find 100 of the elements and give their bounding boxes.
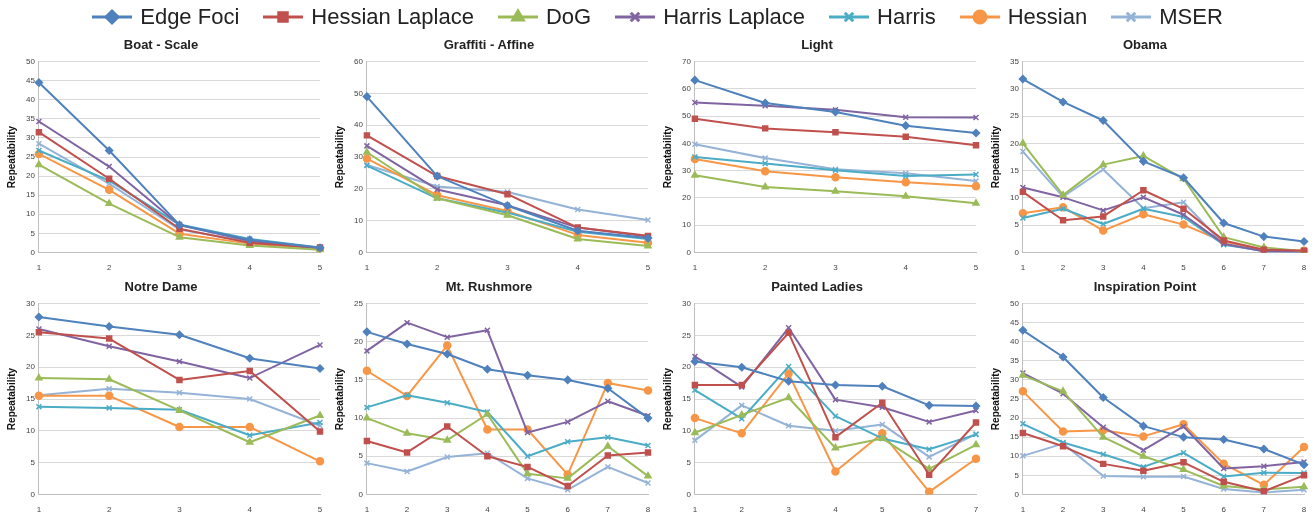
x-tick-label: 1 — [692, 263, 698, 273]
y-tick-label: 10 — [1009, 451, 1020, 461]
x-tick-label: 5 — [880, 505, 886, 515]
x-tick-label: 3 — [505, 263, 511, 273]
chart-title: Painted Ladies — [771, 279, 863, 295]
x-tick-label: 3 — [833, 263, 839, 273]
x-tick-label: 8 — [1301, 263, 1307, 273]
y-tick-label: 30 — [25, 298, 36, 308]
x-tick-label: 3 — [1100, 263, 1106, 273]
x-tick-label: 7 — [1261, 263, 1267, 273]
x-tick-label: 1 — [36, 505, 42, 515]
y-tick-label: 15 — [353, 375, 364, 385]
x-tick-label: 3 — [1100, 505, 1106, 515]
x-tick-label: 5 — [1181, 263, 1187, 273]
y-tick-label: 0 — [686, 489, 692, 499]
y-tick-label: 15 — [25, 190, 36, 200]
y-axis-title: Repeatability — [5, 125, 17, 189]
x-tick-label: 7 — [1261, 505, 1267, 515]
y-tick-label: 5 — [30, 228, 36, 238]
chart-title: Light — [801, 37, 834, 53]
y-tick-label: 50 — [1009, 298, 1020, 308]
legend-label: MSER — [1159, 4, 1223, 30]
x-tick-label: 3 — [177, 263, 183, 273]
y-tick-label: 70 — [681, 56, 692, 66]
y-tick-label: 30 — [1009, 84, 1020, 94]
x-tick-label: 1 — [1020, 263, 1026, 273]
y-axis-title: Repeatability — [661, 367, 673, 431]
y-tick-label: 30 — [1009, 375, 1020, 385]
x-tick-label: 1 — [1020, 505, 1026, 515]
y-tick-label: 5 — [358, 451, 364, 461]
y-tick-label: 20 — [681, 193, 692, 203]
y-tick-label: 20 — [681, 362, 692, 372]
y-tick-label: 20 — [353, 184, 364, 193]
x-tick-label: 6 — [1221, 263, 1227, 273]
y-tick-label: 10 — [681, 220, 692, 230]
x-tick-label: 5 — [317, 263, 323, 273]
y-tick-label: 30 — [25, 133, 36, 143]
y-tick-label: 10 — [25, 209, 36, 219]
x-tick-label: 5 — [1181, 505, 1187, 515]
y-tick-label: 25 — [1009, 111, 1020, 121]
x-tick-label: 4 — [485, 505, 491, 515]
y-tick-label: 20 — [1009, 138, 1020, 148]
y-tick-label: 35 — [1009, 56, 1020, 66]
x-tick-label: 7 — [605, 505, 611, 515]
x-tick-label: 2 — [1060, 505, 1066, 515]
x-tick-label: 2 — [1060, 263, 1066, 273]
chart-title: Boat - Scale — [123, 37, 199, 53]
x-tick-label: 3 — [177, 505, 183, 515]
y-tick-label: 0 — [358, 489, 364, 499]
x-tick-label: 8 — [645, 505, 651, 515]
y-tick-label: 5 — [686, 457, 692, 467]
y-tick-label: 45 — [1009, 317, 1020, 327]
x-tick-label: 2 — [106, 263, 112, 273]
x-tick-label: 3 — [444, 505, 450, 515]
x-tick-label: 4 — [1141, 263, 1147, 273]
x-tick-label: 2 — [762, 263, 768, 273]
x-tick-label: 1 — [364, 263, 370, 273]
y-tick-label: 35 — [1009, 356, 1020, 366]
y-tick-label: 35 — [25, 114, 36, 124]
y-tick-label: 15 — [681, 394, 692, 404]
x-tick-label: 1 — [36, 263, 42, 273]
chart-title: Inspiration Point — [1093, 279, 1197, 295]
x-tick-label: 7 — [973, 505, 979, 515]
y-tick-label: 25 — [681, 330, 692, 340]
y-tick-label: 40 — [681, 138, 692, 148]
y-tick-label: 40 — [1009, 336, 1020, 346]
y-tick-label: 20 — [353, 336, 364, 346]
y-tick-label: 5 — [1014, 220, 1020, 230]
y-tick-label: 30 — [353, 152, 364, 162]
y-tick-label: 40 — [353, 120, 364, 130]
y-tick-label: 10 — [353, 413, 364, 423]
x-tick-label: 6 — [1221, 505, 1227, 515]
y-tick-label: 0 — [1014, 489, 1020, 499]
y-tick-label: 0 — [30, 247, 36, 257]
x-tick-label: 4 — [247, 263, 253, 273]
y-tick-label: 15 — [1009, 432, 1020, 442]
y-tick-label: 15 — [1009, 165, 1020, 175]
y-tick-label: 10 — [353, 215, 364, 225]
y-tick-label: 5 — [1014, 470, 1020, 480]
y-tick-label: 45 — [25, 75, 36, 85]
legend-label: Harris — [877, 4, 936, 30]
y-tick-label: 60 — [681, 84, 692, 94]
y-tick-label: 50 — [681, 111, 692, 121]
x-tick-label: 4 — [1141, 505, 1147, 515]
y-axis-title: Repeatability — [989, 367, 1001, 431]
y-tick-label: 40 — [25, 94, 36, 104]
x-tick-label: 4 — [833, 505, 839, 515]
x-tick-label: 4 — [247, 505, 253, 515]
y-axis-title: Repeatability — [661, 125, 673, 189]
x-tick-label: 6 — [565, 505, 571, 515]
y-tick-label: 30 — [681, 165, 692, 175]
chart-title: Notre Dame — [124, 279, 198, 295]
y-tick-label: 10 — [25, 426, 36, 435]
x-tick-label: 5 — [525, 505, 531, 515]
y-axis-title: Repeatability — [333, 367, 345, 431]
x-tick-label: 2 — [739, 505, 745, 515]
legend-label: Hessian — [1007, 4, 1088, 30]
y-tick-label: 0 — [358, 247, 364, 257]
chart-title: Obama — [1122, 37, 1168, 53]
y-tick-label: 25 — [353, 298, 364, 308]
